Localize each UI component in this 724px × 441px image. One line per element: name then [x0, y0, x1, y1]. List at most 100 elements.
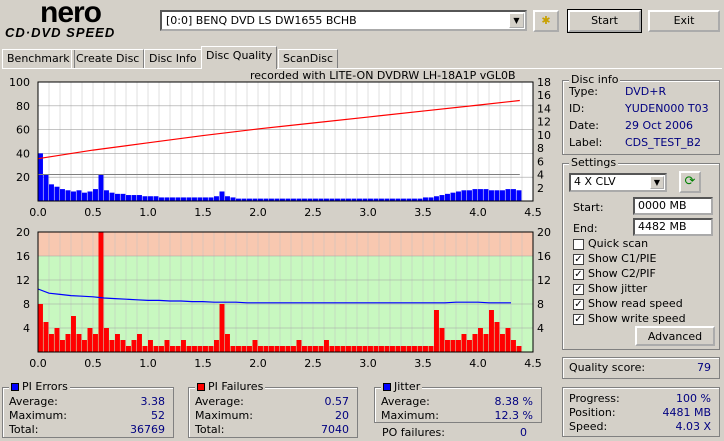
pie-bar: [181, 197, 186, 201]
x-tick-label: 1.0: [139, 357, 157, 370]
pif-bar: [252, 340, 258, 352]
pif-bar: [467, 340, 472, 352]
pie-bar: [65, 190, 71, 201]
jitter-max-label: Maximum:: [381, 409, 439, 422]
advanced-button[interactable]: Advanced: [635, 326, 715, 346]
y-tick-label: 80: [16, 100, 30, 113]
drive-value: [0:0] BENQ DVD LS DW1655 BCHB: [166, 14, 357, 27]
pie-bar: [307, 198, 313, 201]
pif-bar: [131, 340, 137, 352]
x-tick-label: 0.0: [29, 206, 47, 219]
pie-bar: [456, 191, 461, 201]
chevron-down-icon[interactable]: ▼: [509, 13, 524, 28]
pif-bar: [472, 334, 478, 352]
quick-scan-label: Quick scan: [588, 237, 649, 250]
start-input[interactable]: 0000 MB: [633, 197, 713, 215]
jitter-max-value: 12.3 %: [494, 409, 533, 422]
x-tick-label: 4.5: [524, 357, 542, 370]
pie-bar: [109, 192, 115, 201]
y-tick-label: 8: [23, 298, 30, 311]
checkmark-icon[interactable]: ✓: [573, 298, 584, 310]
tab-disc-quality[interactable]: Disc Quality: [201, 46, 278, 69]
pie-bar: [120, 193, 126, 201]
position-value: 4481 MB: [662, 406, 711, 419]
show-c2-checkbox[interactable]: ✓ Show C2/PIF: [573, 267, 656, 281]
pie-bar: [175, 197, 181, 201]
pie-bar: [329, 198, 335, 201]
pif-bar: [500, 334, 505, 352]
x-tick-label: 2.0: [249, 206, 267, 219]
plot-frame: [37, 231, 534, 353]
pie-bar: [252, 198, 258, 201]
chevron-down-icon[interactable]: ▼: [650, 176, 664, 189]
show-c1-checkbox[interactable]: ✓ Show C1/PIE: [573, 252, 656, 266]
tab-create-disc[interactable]: Create Disc: [71, 49, 145, 68]
pie-bar: [505, 189, 511, 201]
pif-bar: [115, 334, 120, 352]
speed-select[interactable]: 4 X CLV ▼: [569, 173, 667, 192]
pif-bar: [505, 328, 511, 352]
pif-bar: [203, 346, 208, 352]
pif-bar: [192, 346, 197, 352]
drive-settings-icon[interactable]: ✱: [533, 10, 559, 32]
x-tick-label: 0.0: [29, 357, 47, 370]
y2-tick-label: 16: [537, 250, 551, 263]
pif-bar: [511, 340, 516, 352]
show-write-speed-checkbox[interactable]: ✓ Show write speed: [573, 312, 686, 326]
pif-bar: [274, 346, 280, 352]
drive-select[interactable]: [0:0] BENQ DVD LS DW1655 BCHB ▼: [160, 10, 527, 31]
pif-bar: [93, 334, 98, 352]
tab-scandisc[interactable]: ScanDisc: [278, 49, 339, 68]
exit-button[interactable]: Exit: [648, 10, 720, 32]
jitter-avg-label: Average:: [381, 395, 430, 408]
read-speed-line: [37, 99, 520, 160]
checkmark-icon[interactable]: ✓: [573, 253, 584, 265]
jitter-group: Jitter Average: 8.38 % Maximum: 12.3 %: [374, 380, 542, 423]
pif-bar: [395, 346, 401, 352]
show-c1-label: Show C1/PIE: [588, 252, 657, 265]
pie-bar: [467, 190, 472, 201]
pie-bar: [159, 197, 164, 201]
pie-bar: [412, 198, 417, 201]
checkmark-icon[interactable]: ✓: [573, 268, 584, 280]
pif-bar: [153, 346, 159, 352]
pie-bar: [351, 198, 357, 201]
tab-disc-info[interactable]: Disc Info: [144, 49, 202, 68]
pie-bar: [318, 198, 324, 201]
pif-bar: [434, 310, 439, 352]
pif-bar: [296, 340, 302, 352]
pie-total-value: 36769: [130, 423, 165, 436]
pif-bar: [357, 346, 362, 352]
pie-bar: [500, 190, 505, 201]
nero-logo: nero: [40, 0, 102, 29]
pie-bar: [258, 198, 263, 201]
checkmark-icon[interactable]: ✓: [573, 283, 584, 295]
tab-benchmark[interactable]: Benchmark: [2, 49, 75, 68]
x-tick-label: 3.0: [359, 206, 377, 219]
y2-tick-label: 14: [537, 102, 551, 115]
pie-bar: [230, 197, 236, 201]
show-jitter-checkbox[interactable]: ✓ Show jitter: [573, 282, 647, 296]
position-label: Position:: [569, 406, 616, 419]
y2-tick-label: 8: [537, 142, 544, 155]
pif-bar: [324, 340, 329, 352]
date-label: Date:: [569, 119, 599, 132]
disc-info-group: Disc info Type: DVD+R ID: YUDEN000 T03 Dat…: [562, 73, 720, 155]
po-failures-value: 0: [520, 426, 527, 439]
pif-bar: [335, 346, 340, 352]
end-input[interactable]: 4482 MB: [633, 218, 713, 236]
pie-bar: [208, 197, 214, 201]
pif-bar: [318, 346, 324, 352]
show-read-speed-checkbox[interactable]: ✓ Show read speed: [573, 297, 683, 311]
pie-bar: [494, 190, 500, 201]
pif-bar: [60, 340, 65, 352]
x-tick-label: 1.5: [194, 206, 212, 219]
checkmark-icon[interactable]: ✓: [573, 313, 584, 325]
refresh-icon[interactable]: ⟳: [679, 171, 701, 193]
quick-scan-checkbox[interactable]: Quick scan: [573, 237, 648, 251]
pie-bar: [313, 198, 318, 201]
pif-max-value: 20: [335, 409, 349, 422]
checkbox-box[interactable]: [573, 238, 584, 250]
start-button[interactable]: Start: [567, 9, 642, 33]
